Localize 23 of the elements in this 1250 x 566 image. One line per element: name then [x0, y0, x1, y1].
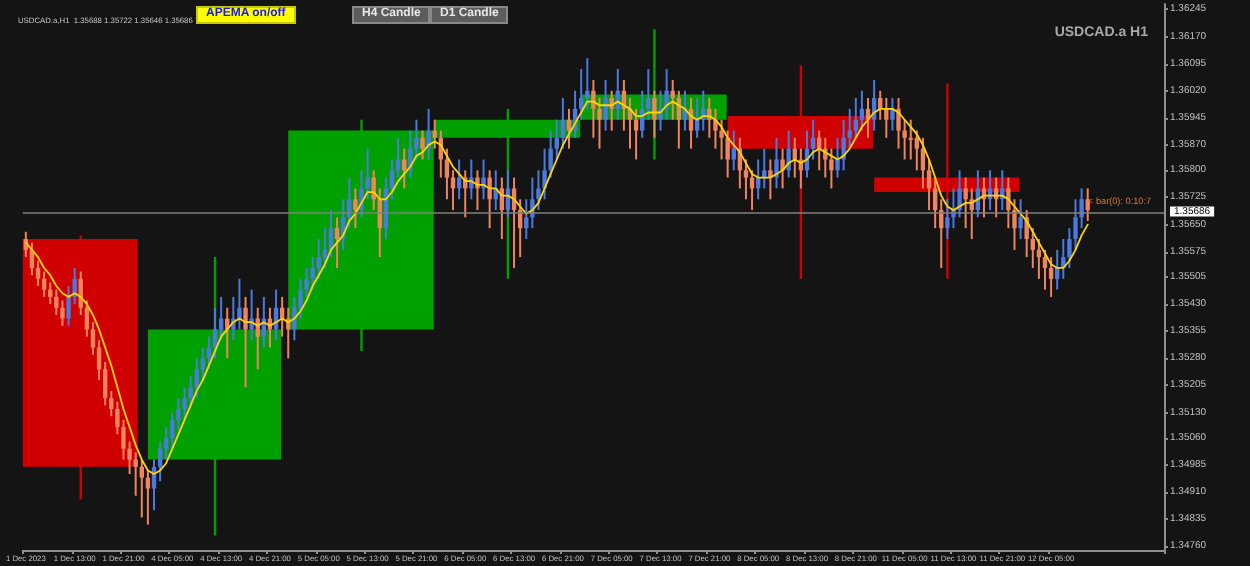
candlestick [853, 97, 859, 139]
candlestick [1048, 256, 1054, 298]
candlestick [487, 169, 492, 230]
candlestick [426, 107, 431, 161]
candlestick [566, 107, 572, 150]
candlestick [353, 187, 358, 230]
candlestick [774, 136, 779, 190]
candlestick [768, 158, 773, 201]
candlestick [402, 147, 407, 190]
candlestick [1018, 198, 1023, 241]
candlestick [780, 147, 785, 190]
candlestick [603, 78, 608, 132]
candlestick [334, 216, 340, 269]
candlestick [890, 97, 895, 132]
candlestick [694, 97, 700, 139]
candlestick [243, 295, 248, 389]
candlestick [884, 97, 889, 139]
candlestick [560, 97, 566, 150]
candlestick [859, 89, 865, 132]
candlestick [420, 129, 425, 161]
candlestick [145, 469, 151, 526]
candlestick [139, 458, 144, 519]
candlestick [786, 129, 791, 179]
